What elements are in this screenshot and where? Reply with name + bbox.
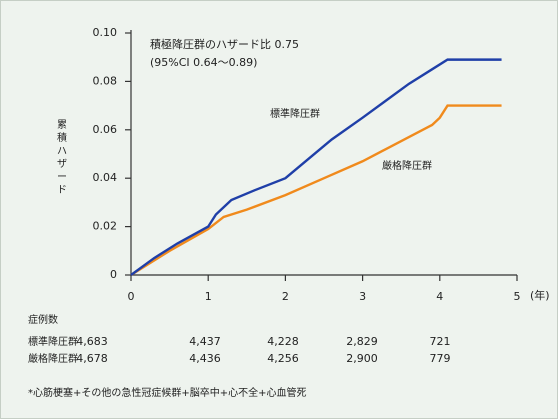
y-tick-label: 0.02 bbox=[93, 220, 118, 233]
risk-row-name: 標準降圧群 bbox=[28, 335, 78, 348]
risk-count: 4,436 bbox=[189, 352, 221, 365]
series-line bbox=[130, 104, 502, 277]
risk-table-title: 症例数 bbox=[28, 313, 58, 326]
x-tick-label: 5 bbox=[514, 290, 521, 303]
x-tick-label: 1 bbox=[205, 290, 212, 303]
annotation: 積極降圧群のハザード比 0.75 bbox=[150, 37, 299, 51]
y-axis-label: 累積ハザード bbox=[57, 119, 67, 196]
risk-count: 4,256 bbox=[267, 352, 299, 365]
risk-count: 4,678 bbox=[76, 352, 108, 365]
x-tick-label: 3 bbox=[359, 290, 366, 303]
risk-row-name: 厳格降圧群 bbox=[28, 352, 78, 365]
risk-count: 4,683 bbox=[76, 335, 108, 348]
x-unit-label: (年) bbox=[530, 288, 550, 302]
x-tick-label: 0 bbox=[128, 290, 135, 303]
risk-count: 4,228 bbox=[267, 335, 299, 348]
x-tick-label: 2 bbox=[282, 290, 289, 303]
x-tick-label: 4 bbox=[436, 290, 443, 303]
risk-count: 2,900 bbox=[346, 352, 378, 365]
footnote: *心筋梗塞+その他の急性冠症候群+脳卒中+心不全+心血管死 bbox=[28, 386, 307, 399]
series-label: 厳格降圧群 bbox=[382, 159, 432, 172]
risk-count: 4,437 bbox=[189, 335, 221, 348]
annotation: (95%CI 0.64〜0.89) bbox=[150, 56, 257, 69]
y-tick-label: 0 bbox=[110, 268, 117, 281]
y-tick-label: 0.10 bbox=[93, 26, 118, 39]
risk-count: 2,829 bbox=[346, 335, 378, 348]
risk-count: 721 bbox=[430, 335, 451, 348]
y-tick-label: 0.08 bbox=[93, 74, 118, 87]
risk-count: 779 bbox=[430, 352, 451, 365]
y-tick-label: 0.04 bbox=[93, 171, 118, 184]
series-line bbox=[130, 58, 502, 276]
y-tick-label: 0.06 bbox=[93, 123, 118, 136]
series-label: 標準降圧群 bbox=[270, 107, 320, 120]
